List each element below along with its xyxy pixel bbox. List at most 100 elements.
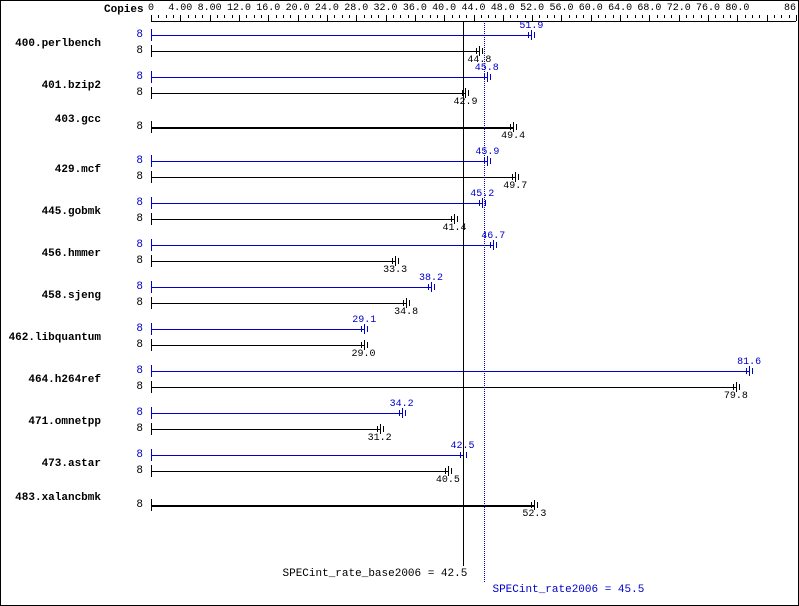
axis-tick-major [444,15,445,21]
run-marker [392,258,393,264]
value-label-base: 31.2 [368,433,392,444]
run-marker [367,342,368,348]
axis-tick-minor [217,15,218,18]
axis-tick-minor [290,15,291,18]
axis-tick-label: 28.0 [344,3,368,14]
axis-tick-minor [693,15,694,18]
run-marker [448,468,449,474]
run-marker [403,300,404,306]
run-marker [466,452,467,458]
axis-tick-label: 0 [148,3,154,14]
run-marker [402,410,403,416]
run-marker [510,124,511,130]
axis-tick-label: 16.0 [256,3,280,14]
run-marker [490,242,491,248]
axis-tick-label: 68.0 [637,3,661,14]
axis-tick-minor [481,15,482,18]
axis-tick-minor [598,15,599,18]
run-marker [364,342,365,348]
run-marker [490,158,491,164]
copies-base: 8 [131,499,143,511]
axis-tick-minor [627,15,628,18]
axis-tick-major [151,15,152,21]
axis-tick-minor [642,15,643,18]
axis-tick-label: 36.0 [403,3,427,14]
run-marker [364,326,365,332]
bar-base [151,303,406,304]
value-label-peak: 45.2 [470,189,494,200]
run-marker [457,216,458,222]
run-marker [736,384,737,390]
axis-tick-minor [342,15,343,18]
bar-peak [151,413,402,414]
axis-tick-major [620,15,621,21]
bar-peak [151,371,749,372]
axis-tick-minor [554,15,555,18]
axis-tick-minor [364,15,365,18]
copies-base: 8 [131,171,143,183]
axis-tick-major [591,15,592,21]
reference-line-base [463,21,464,566]
axis-tick-minor [576,15,577,18]
run-marker [479,200,480,206]
axis-tick-minor [276,15,277,18]
axis-tick-major [239,15,240,21]
value-label-peak: 29.1 [352,315,376,326]
axis-tick-label: 76.0 [696,3,720,14]
axis-tick-label: 64.0 [608,3,632,14]
axis-tick-minor [539,15,540,18]
run-marker [513,124,514,130]
axis-tick-minor [430,15,431,18]
axis-tick-major [356,15,357,21]
axis-tick-major [474,15,475,21]
value-label-peak: 45.8 [475,63,499,74]
copies-base: 8 [131,381,143,393]
axis-tick-minor [378,15,379,18]
axis-tick-minor [789,15,790,18]
benchmark-label: 473.astar [1,458,101,470]
copies-base: 8 [131,423,143,435]
run-marker [534,32,535,38]
axis-tick-minor [371,15,372,18]
benchmark-label: 456.hmmer [1,248,101,260]
run-marker [479,48,480,54]
axis-tick-minor [261,15,262,18]
axis-tick-label: 48.0 [491,3,515,14]
run-marker [434,284,435,290]
axis-tick-minor [759,15,760,18]
axis-tick-major [180,15,181,21]
axis-tick-minor [334,15,335,18]
benchmark-label: 462.libquantum [1,332,101,344]
bar-base [151,177,515,178]
bar-peak [151,203,482,204]
value-label-base: 49.4 [501,131,525,142]
copies-peak: 8 [131,323,143,335]
bar-base [151,219,454,220]
run-marker [487,158,488,164]
copies-base: 8 [131,339,143,351]
axis-tick-minor [657,15,658,18]
run-marker [739,384,740,390]
axis-tick-minor [320,15,321,18]
axis-tick-minor [569,15,570,18]
axis-tick-minor [202,15,203,18]
run-marker [496,242,497,248]
run-marker [361,326,362,332]
benchmark-label: 458.sjeng [1,290,101,302]
axis-tick-label: 8.00 [198,3,222,14]
value-label-base: 29.0 [352,349,376,360]
benchmark-label: 464.h264ref [1,374,101,386]
axis-tick-minor [635,15,636,18]
copies-base: 8 [131,297,143,309]
run-marker [405,410,406,416]
value-label-base: 49.7 [503,181,527,192]
bar-base [151,93,465,94]
axis-tick-minor [664,15,665,18]
run-marker [398,258,399,264]
axis-tick-major [561,15,562,21]
axis-tick-major [386,15,387,21]
run-marker [749,368,750,374]
axis-tick-major [679,15,680,21]
axis-tick-label: 56.0 [549,3,573,14]
bar-base [151,429,380,430]
